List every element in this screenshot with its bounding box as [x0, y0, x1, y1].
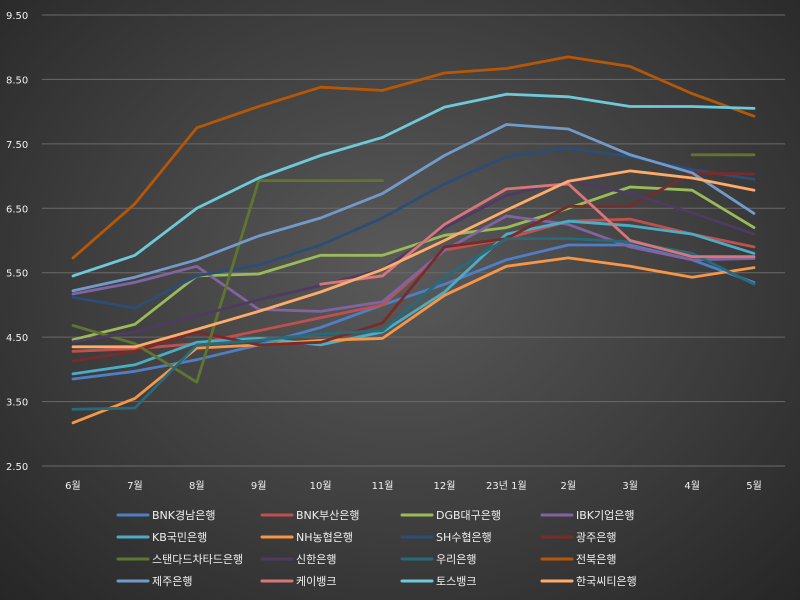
legend-item: BNK부산은행: [260, 509, 359, 522]
legend-label: 케이뱅크: [296, 575, 336, 588]
series-line: [71, 237, 756, 411]
series-line: [71, 214, 756, 313]
legend-label: 제주은행: [152, 575, 192, 588]
x-tick-label: 10월: [310, 480, 332, 492]
y-tick-label: 4.50: [6, 333, 28, 344]
legend-item: IBK기업은행: [540, 509, 634, 522]
legend-item: BNK경남은행: [116, 509, 215, 522]
legend-item: 전북은행: [540, 553, 616, 566]
series-line: [71, 179, 384, 384]
series-13: [71, 123, 756, 293]
series-line: [71, 55, 756, 260]
legend-item: NH농협은행: [260, 531, 353, 544]
series-lines: [71, 55, 756, 425]
y-axis-tick-labels: 2.50 3.50 4.50 5.50 6.50 7.50 8.50 9.50: [6, 11, 28, 473]
series-line: [71, 219, 756, 376]
y-tick-label: 5.50: [6, 269, 28, 280]
series-12: [71, 55, 756, 260]
series-4: [71, 214, 756, 313]
x-tick-label: 12월: [433, 480, 455, 492]
series-8: [71, 171, 756, 363]
series-14: [319, 182, 756, 286]
y-tick-label: 2.50: [6, 462, 28, 473]
legend-label: 한국씨티은행: [576, 575, 637, 588]
series-line: [71, 256, 756, 425]
series-line: [319, 182, 756, 286]
legend-item: KB국민은행: [116, 531, 207, 544]
legend-label: 우리은행: [436, 553, 476, 566]
legend-item: 신한은행: [260, 553, 336, 566]
x-tick-label: 11월: [372, 480, 394, 492]
x-tick-label: 5월: [746, 480, 762, 492]
series-line: [71, 185, 756, 342]
legend-label: 신한은행: [296, 553, 336, 566]
y-tick-label: 7.50: [6, 140, 28, 151]
legend-item: 토스뱅크: [400, 575, 476, 588]
legend-label: BNK부산은행: [296, 509, 359, 522]
x-tick-label: 9월: [251, 480, 267, 492]
legend-label: 스탠다드차타드은행: [152, 553, 243, 566]
x-tick-label: 8월: [189, 480, 205, 492]
x-tick-label: 23년 1월: [486, 480, 527, 492]
series-line: [71, 123, 756, 293]
legend-label: DGB대구은행: [436, 509, 501, 522]
x-tick-label: 2월: [561, 480, 577, 492]
series-line: [71, 243, 756, 381]
legend-item: 제주은행: [116, 575, 192, 588]
series-9: [71, 153, 756, 384]
y-tick-label: 9.50: [6, 11, 28, 22]
legend-label: IBK기업은행: [576, 509, 634, 522]
legend-item: DGB대구은행: [400, 509, 501, 522]
series-11: [71, 237, 756, 411]
legend-item: 우리은행: [400, 553, 476, 566]
x-tick-label: 7월: [127, 480, 143, 492]
series-3: [71, 185, 756, 342]
legend-label: 전북은행: [576, 553, 616, 566]
legend-label: NH농협은행: [296, 531, 353, 544]
legend-item: 한국씨티은행: [540, 575, 637, 588]
legend-label: BNK경남은행: [152, 509, 215, 522]
x-tick-label: 4월: [684, 480, 700, 492]
x-tick-label: 6월: [65, 480, 81, 492]
x-tick-label: 3월: [622, 480, 638, 492]
legend-label: 광주은행: [576, 531, 616, 544]
legend-label: KB국민은행: [152, 531, 207, 544]
series-6: [71, 256, 756, 425]
legend-label: SH수협은행: [436, 531, 492, 544]
series-16: [71, 169, 756, 349]
y-tick-label: 6.50: [6, 204, 28, 215]
legend-item: 스탠다드차타드은행: [116, 553, 243, 566]
series-line: [71, 92, 756, 278]
legend-label: 토스뱅크: [436, 575, 476, 588]
series-line: [71, 169, 756, 349]
y-tick-label: 8.50: [6, 75, 28, 86]
x-axis-tick-labels: 6월 7월 8월 9월 10월 11월 12월 23년 1월 2월 3월 4월 5월: [65, 480, 762, 492]
series-1: [71, 243, 756, 381]
series-5: [71, 219, 756, 376]
legend-item: 광주은행: [540, 531, 616, 544]
series-15: [71, 92, 756, 278]
legend-item: 케이뱅크: [260, 575, 336, 588]
legend-item: SH수협은행: [400, 531, 492, 544]
y-tick-label: 3.50: [6, 398, 28, 409]
legend: BNK경남은행 BNK부산은행 DGB대구은행 IBK기업은행 KB국민은행 NH농협은행…: [116, 509, 637, 588]
series-line: [71, 171, 756, 363]
